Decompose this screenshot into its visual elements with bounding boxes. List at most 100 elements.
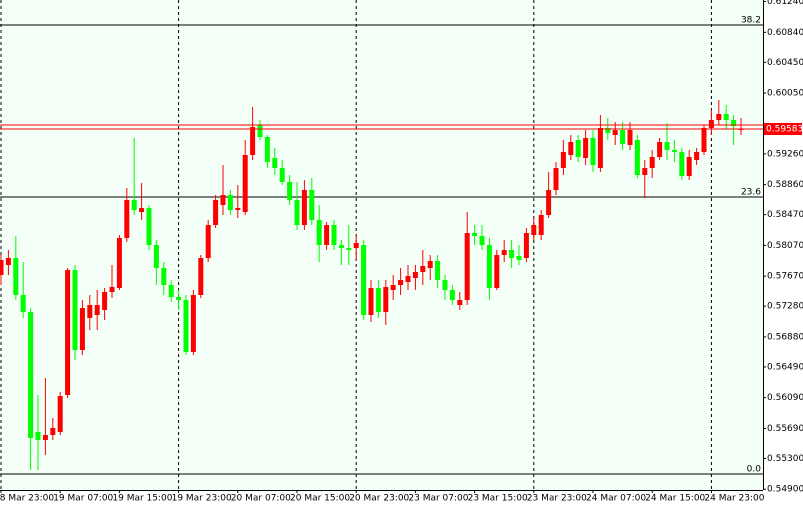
candle-body xyxy=(5,258,11,265)
candle-body xyxy=(235,208,241,210)
candle-body xyxy=(42,435,48,440)
candle-body xyxy=(568,142,574,155)
candle-body xyxy=(427,261,433,268)
candle-body xyxy=(146,208,152,245)
candle-body xyxy=(346,248,352,250)
y-tick-label: 0.60050 xyxy=(767,89,803,99)
candle-body xyxy=(612,130,618,135)
y-tick-label: 0.55300 xyxy=(767,454,803,464)
candle-body xyxy=(486,245,492,288)
candle-body xyxy=(605,128,611,133)
candle-body xyxy=(472,233,478,236)
candle-body xyxy=(153,245,159,268)
candle-body xyxy=(664,142,670,150)
candle-body xyxy=(272,158,278,168)
candle-body xyxy=(287,182,293,200)
candle-body xyxy=(131,200,137,210)
candle-body xyxy=(649,157,655,168)
y-tick-label: 0.56090 xyxy=(767,393,803,403)
x-tick-label: 23 Mar 15:00 xyxy=(468,494,528,504)
candle-body xyxy=(124,200,130,238)
candle-body xyxy=(390,285,396,290)
x-tick-label: 20 Mar 23:00 xyxy=(349,494,409,504)
y-tick-label: 0.56880 xyxy=(767,332,803,342)
candle-body xyxy=(109,287,115,292)
candle-body xyxy=(560,152,566,168)
y-tick-label: 0.58470 xyxy=(767,210,803,220)
y-tick-label: 0.60450 xyxy=(767,58,803,68)
candle-body xyxy=(405,276,411,282)
candle-body xyxy=(383,287,389,312)
candle-body xyxy=(449,290,455,300)
candle-body xyxy=(20,295,26,312)
candle-body xyxy=(294,200,300,225)
fibo-label: 0.0 xyxy=(747,465,762,475)
candle-body xyxy=(79,308,85,350)
candle-body xyxy=(28,312,34,438)
candle-body xyxy=(457,300,463,305)
candle-body xyxy=(716,114,722,120)
candle-body xyxy=(338,245,344,248)
candle-body xyxy=(35,432,41,440)
candle-body xyxy=(102,292,108,310)
candle-body xyxy=(435,261,441,280)
candle-body xyxy=(301,190,307,225)
candle-body xyxy=(242,155,248,212)
candle-body xyxy=(590,138,596,165)
candles xyxy=(0,100,744,470)
candle-body xyxy=(72,270,78,350)
candle-body xyxy=(708,120,714,128)
candle-body xyxy=(657,142,663,157)
x-tick-label: 19 Mar 07:00 xyxy=(53,494,113,504)
y-tick-label: 0.58860 xyxy=(767,180,803,190)
candle-body xyxy=(531,225,537,235)
candle-body xyxy=(634,140,640,175)
candle-body xyxy=(353,243,359,248)
candle-body xyxy=(523,233,529,258)
candle-body xyxy=(213,200,219,225)
candle-body xyxy=(368,288,374,315)
candle-body xyxy=(442,280,448,290)
candle-body xyxy=(50,428,56,435)
x-tick-label: 24 Mar 23:00 xyxy=(704,494,764,504)
candle-body xyxy=(627,130,633,145)
y-tick-label: 0.56490 xyxy=(767,362,803,372)
candle-body xyxy=(190,295,196,352)
candle-body xyxy=(501,250,507,255)
candle-body xyxy=(65,270,71,395)
candle-body xyxy=(116,238,122,288)
x-tick-label: 24 Mar 07:00 xyxy=(586,494,646,504)
candle-body xyxy=(168,285,174,297)
candle-body xyxy=(398,280,404,285)
candle-body xyxy=(420,266,426,272)
candle-body xyxy=(94,305,100,315)
candle-body xyxy=(183,300,189,352)
candle-body xyxy=(701,128,707,152)
candle-body xyxy=(412,272,418,278)
candle-body xyxy=(331,225,337,245)
plot-background xyxy=(0,0,763,490)
x-tick-label: 19 Mar 15:00 xyxy=(112,494,172,504)
candle-body xyxy=(57,396,63,432)
candle-body xyxy=(264,137,270,162)
x-tick-label: 20 Mar 15:00 xyxy=(290,494,350,504)
candle-body xyxy=(694,152,700,160)
y-tick-label: 0.60840 xyxy=(767,28,803,38)
candle-body xyxy=(620,130,626,144)
x-tick-label: 19 Mar 23:00 xyxy=(172,494,232,504)
candle-body xyxy=(139,208,145,212)
candle-body xyxy=(479,236,485,245)
candle-body xyxy=(642,168,648,175)
candle-body xyxy=(723,114,729,120)
candle-body xyxy=(553,168,559,190)
candle-body xyxy=(87,305,93,318)
y-tick-label: 0.58070 xyxy=(767,241,803,251)
candle-body xyxy=(375,288,381,312)
price-label: 0.59583 xyxy=(766,125,803,135)
candle-body xyxy=(679,152,685,176)
candle-body xyxy=(279,168,285,182)
candle-body xyxy=(583,138,589,158)
x-tick-label: 23 Mar 23:00 xyxy=(527,494,587,504)
